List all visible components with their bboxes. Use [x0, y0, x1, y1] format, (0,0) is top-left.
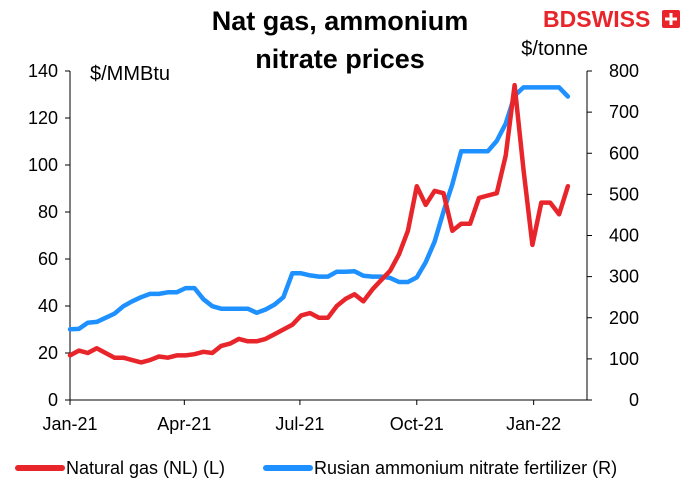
left-axis-tick-label: 100	[28, 155, 58, 175]
bdswiss-logo: BDSWISS	[543, 6, 680, 32]
right-axis-tick-label: 100	[609, 349, 639, 369]
left-axis-tick-label: 140	[28, 61, 58, 81]
right-axis-tick-label: 600	[609, 143, 639, 163]
series-layer	[67, 82, 571, 365]
right-axis-tick-label: 0	[629, 390, 639, 410]
axes: 0 20 40 60 80 100 120 140 0 100 200 300 400 500 600 700…	[28, 61, 639, 434]
x-axis-tick-label: Jan-21	[42, 414, 97, 434]
left-axis-tick-label: 40	[38, 296, 58, 316]
left-axis-tick-label: 0	[48, 390, 58, 410]
legend: Natural gas (NL) (L) Rusian ammonium nit…	[15, 458, 617, 478]
right-axis-tick-label: 800	[609, 61, 639, 81]
left-axis-unit: $/MMBtu	[90, 63, 170, 85]
x-axis-tick-label: Apr-21	[157, 414, 211, 434]
right-axis-tick-label: 200	[609, 308, 639, 328]
right-axis-tick-label: 700	[609, 102, 639, 122]
right-axis-tick-label: 300	[609, 267, 639, 287]
x-axis-tick-label: Oct-21	[390, 414, 444, 434]
chart-title-line-1: Nat gas, ammonium	[212, 6, 469, 36]
right-axis-unit: $/tonne	[521, 38, 588, 60]
legend-label-ammonium-nitrate: Rusian ammonium nitrate fertilizer (R)	[314, 458, 617, 478]
series-line-natural-gas	[67, 82, 571, 365]
right-axis-tick-label: 400	[609, 226, 639, 246]
chart-title-line-2: nitrate prices	[255, 44, 425, 74]
x-axis-tick-label: Jul-21	[275, 414, 324, 434]
left-axis-tick-label: 20	[38, 343, 58, 363]
series-line-ammonium-nitrate	[67, 85, 571, 332]
right-axis-tick-label: 500	[609, 184, 639, 204]
left-axis-tick-label: 120	[28, 108, 58, 128]
legend-label-natural-gas: Natural gas (NL) (L)	[66, 458, 225, 478]
x-axis-tick-label: Jan-22	[506, 414, 561, 434]
left-axis-tick-label: 80	[38, 202, 58, 222]
logo-cross-icon	[665, 13, 677, 25]
logo-text: BDSWISS	[543, 6, 650, 32]
left-axis-tick-label: 60	[38, 249, 58, 269]
